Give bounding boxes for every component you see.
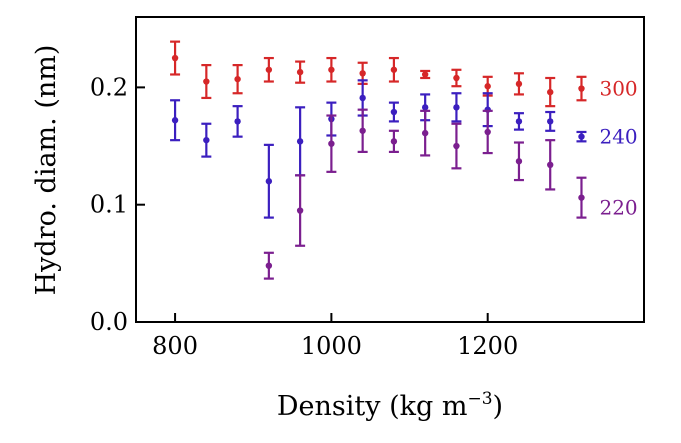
data-point: [547, 161, 554, 169]
data-point: [359, 94, 366, 102]
data-point: [453, 74, 460, 82]
data-point: [515, 158, 523, 165]
series-label-240: 240: [599, 125, 637, 149]
data-point: [547, 88, 554, 96]
data-point: [390, 108, 398, 116]
data-point: [203, 78, 210, 85]
series-220: [263, 108, 587, 280]
data-point: [421, 129, 429, 137]
y-tick-label: 0.2: [90, 73, 128, 101]
data-point: [265, 262, 273, 269]
x-tick-label: 1200: [457, 332, 518, 360]
data-point: [328, 140, 335, 147]
data-point: [296, 138, 304, 145]
series-300: [170, 40, 587, 108]
data-point: [453, 104, 460, 111]
series-label-220: 220: [599, 196, 637, 220]
data-point: [296, 68, 304, 76]
data-point: [390, 138, 398, 145]
data-point: [421, 71, 429, 78]
data-point: [547, 118, 554, 125]
data-point: [515, 118, 523, 125]
data-point: [171, 117, 179, 124]
data-point: [484, 83, 491, 90]
series-240: [170, 79, 587, 219]
y-tick-label: 0.0: [90, 308, 128, 336]
x-tick-label: 1000: [301, 332, 362, 360]
data-point: [578, 85, 585, 92]
data-point: [234, 118, 241, 125]
data-point: [390, 66, 398, 73]
plot-frame: [135, 16, 645, 323]
y-axis-ticks: 0.0 0.1 0.2: [90, 73, 145, 336]
data-point: [578, 194, 585, 201]
data-point: [203, 136, 210, 144]
data-point: [578, 133, 585, 140]
data-point: [421, 104, 429, 111]
x-axis-label: Density (kg m−3): [277, 389, 503, 422]
data-point: [359, 70, 366, 77]
data-point: [234, 75, 241, 83]
series-label-300: 300: [599, 77, 637, 101]
data-point: [171, 54, 179, 62]
data-point: [359, 127, 366, 134]
y-axis-label: Hydro. diam. (nm): [31, 45, 62, 296]
data-point: [484, 128, 491, 136]
data-point: [453, 142, 460, 150]
data-point: [515, 80, 523, 88]
x-axis-ticks: 800 1000 1200: [152, 313, 518, 360]
data-point: [265, 66, 273, 73]
data-point: [265, 178, 273, 185]
data-point: [296, 207, 304, 214]
series-layer: [170, 40, 587, 280]
series-labels: 300 240 220: [599, 77, 637, 220]
x-tick-label: 800: [152, 332, 198, 360]
y-tick-label: 0.1: [90, 191, 128, 219]
data-point: [328, 66, 335, 73]
